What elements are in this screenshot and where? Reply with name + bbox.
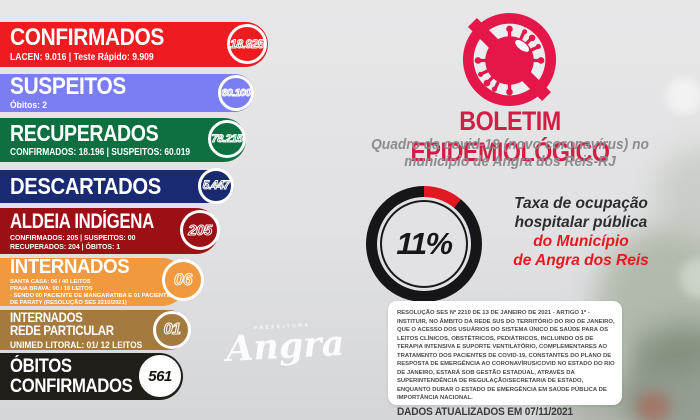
stat-value-badge: 5.447	[198, 168, 234, 204]
stat-value-badge: 561	[139, 355, 181, 397]
stat-title: INTERNADOS	[10, 255, 130, 278]
stat-subtitle: CONFIRMADOS: 18.196 | SUSPEITOS: 60.019	[10, 147, 191, 159]
data-updated-label: DADOS ATUALIZADOS EM 07/11/2021	[397, 406, 573, 419]
stat-subtitle: SANTA CASA: 06 / 40 LEITOS PRAIA BRAVA: …	[10, 279, 171, 307]
stat-title: ÓBITOS CONFIRMADOS	[10, 356, 133, 397]
coronavirus-prohibited-icon	[462, 12, 557, 107]
stat-banner-recuperados: RECUPERADOS CONFIRMADOS: 18.196 | SUSPEI…	[0, 118, 246, 162]
legal-note-box: RESOLUÇÃO SES Nº 2210 DE 13 DE JANEIRO D…	[388, 301, 622, 418]
stat-title: INTERNADOS REDE PARTICULAR	[10, 309, 114, 338]
stat-subtitle: CONFIRMADOS: 205 | SUSPEITOS: 00 RECUPER…	[10, 233, 136, 251]
stat-banner-obitos-confirmados: ÓBITOS CONFIRMADOS 561	[0, 353, 183, 400]
hospital-occupancy-gauge: 11%	[366, 186, 482, 302]
stat-banner-aldeia-indigena: ALDEIA INDÍGENA CONFIRMADOS: 205 | SUSPE…	[0, 208, 220, 254]
stat-title: CONFIRMADOS	[10, 23, 164, 51]
stat-title: RECUPERADOS	[10, 119, 159, 146]
stat-banner-descartados: DESCARTADOS 5.447	[0, 168, 234, 204]
background-blur-blob	[636, 392, 670, 420]
stat-value-badge: 06	[162, 259, 204, 301]
stat-banner-confirmados: CONFIRMADOS LACEN: 9.016 | Teste Rápido:…	[0, 22, 268, 67]
stat-value-badge: 60.100	[218, 75, 254, 111]
stat-subtitle: Óbitos: 2	[10, 100, 48, 112]
watermark-script-label: Angra	[225, 322, 346, 370]
stat-subtitle: UNIMED LITORAL: 01/ 12 LEITOS	[10, 339, 143, 350]
occupancy-label-red: do Município de Angra dos Reis	[513, 233, 649, 269]
stat-banner-internados-rede-particular: INTERNADOS REDE PARTICULAR UNIMED LITORA…	[0, 309, 191, 350]
stat-value-badge: 205	[180, 210, 220, 250]
bulletin-title: BOLETIM EPIDEMIOLÓGICO	[410, 106, 610, 167]
prefeitura-angra-watermark-logo: PREFEITURA Angra	[225, 321, 346, 370]
gauge-value: 11%	[396, 226, 453, 261]
stat-banner-suspeitos: SUSPEITOS Óbitos: 2 60.100	[0, 74, 254, 112]
stat-title: SUSPEITOS	[10, 72, 127, 100]
stat-banner-internados: INTERNADOS SANTA CASA: 06 / 40 LEITOS PR…	[0, 255, 204, 307]
background-bubble	[666, 78, 700, 114]
stat-subtitle: LACEN: 9.016 | Teste Rápido: 9.909	[10, 52, 154, 64]
bulletin-subtitle: Quadro da covid-19 (novo coronavírus) no…	[371, 137, 649, 170]
resolution-text: RESOLUÇÃO SES Nº 2210 DE 13 DE JANEIRO D…	[397, 310, 615, 402]
stat-title: ALDEIA INDÍGENA	[10, 209, 154, 233]
gauge-inner-ring	[380, 200, 468, 288]
background-bubble	[680, 258, 700, 298]
stat-value-badge: 78.215	[208, 120, 246, 158]
stat-title: DESCARTADOS	[10, 172, 161, 199]
stat-value-badge: 01	[153, 311, 191, 349]
stat-value-badge: 18.925	[227, 24, 267, 64]
occupancy-label-dark: Taxa de ocupação hospitalar pública	[514, 195, 648, 231]
occupancy-label: Taxa de ocupação hospitalar pública do M…	[492, 194, 670, 270]
